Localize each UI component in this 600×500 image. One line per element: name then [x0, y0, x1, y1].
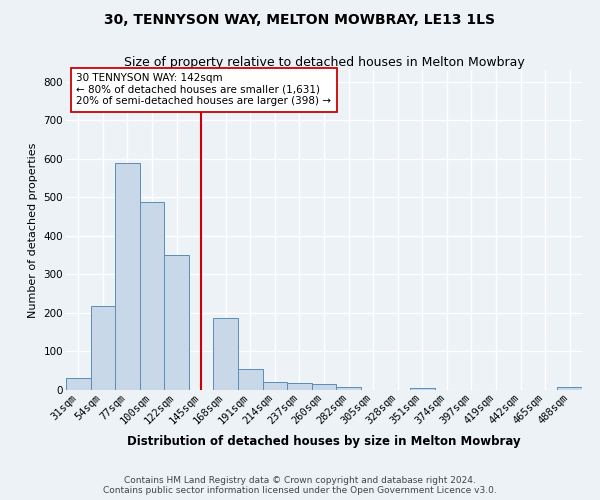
Bar — [91, 306, 115, 390]
Text: 30, TENNYSON WAY, MELTON MOWBRAY, LE13 1LS: 30, TENNYSON WAY, MELTON MOWBRAY, LE13 1… — [104, 12, 496, 26]
Bar — [164, 255, 189, 390]
Bar — [66, 378, 91, 390]
Bar — [336, 387, 361, 390]
Bar — [557, 387, 582, 390]
Title: Size of property relative to detached houses in Melton Mowbray: Size of property relative to detached ho… — [124, 56, 524, 69]
Bar — [140, 202, 164, 390]
Text: 30 TENNYSON WAY: 142sqm
← 80% of detached houses are smaller (1,631)
20% of semi: 30 TENNYSON WAY: 142sqm ← 80% of detache… — [76, 73, 331, 106]
X-axis label: Distribution of detached houses by size in Melton Mowbray: Distribution of detached houses by size … — [127, 434, 521, 448]
Text: Contains HM Land Registry data © Crown copyright and database right 2024.
Contai: Contains HM Land Registry data © Crown c… — [103, 476, 497, 495]
Bar — [263, 382, 287, 390]
Bar — [410, 388, 434, 390]
Bar — [214, 318, 238, 390]
Y-axis label: Number of detached properties: Number of detached properties — [28, 142, 38, 318]
Bar — [312, 384, 336, 390]
Bar — [238, 369, 263, 390]
Bar — [287, 384, 312, 390]
Bar — [115, 162, 140, 390]
